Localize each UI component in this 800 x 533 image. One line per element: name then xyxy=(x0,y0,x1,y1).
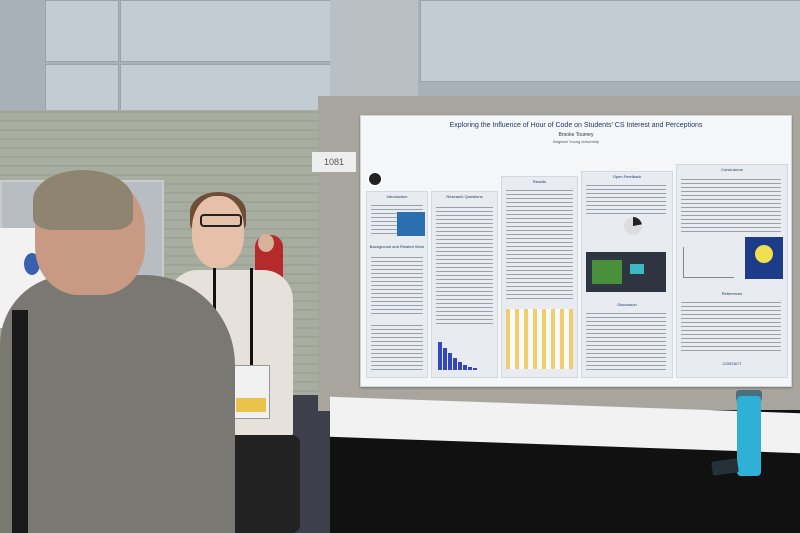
results-table xyxy=(506,309,573,369)
flower-image xyxy=(745,237,783,279)
figure-image xyxy=(397,212,425,236)
poster-affiliation: Brigham Young University xyxy=(553,139,599,144)
body-text xyxy=(371,322,423,370)
body-text xyxy=(436,204,493,324)
presenter-face xyxy=(192,196,244,268)
poster-column-5: Conclusions References CONTACT xyxy=(676,164,788,378)
section-heading: Discussion xyxy=(617,302,637,307)
bar-chart xyxy=(438,340,492,370)
section-heading: Introduction xyxy=(386,194,408,199)
body-text xyxy=(371,254,423,314)
body-text xyxy=(586,184,666,214)
chart-bar xyxy=(473,368,477,370)
chart-bar xyxy=(438,342,442,370)
water-bottle xyxy=(737,396,761,476)
chart-bar xyxy=(463,365,467,370)
background-person-head xyxy=(258,234,274,252)
chart-bar xyxy=(468,367,472,370)
wall-panel xyxy=(120,0,332,62)
section-heading: Open Feedback xyxy=(612,174,642,179)
pie-chart xyxy=(624,217,642,235)
section-heading: Background and Related Work xyxy=(369,244,425,249)
body-text xyxy=(586,312,666,370)
board-number-label: 1081 xyxy=(312,152,356,172)
poster-column-2: Research Questions xyxy=(431,191,498,378)
section-heading: References xyxy=(721,291,743,296)
poster-column-1: Introduction Background and Related Work xyxy=(366,191,428,378)
body-text xyxy=(681,177,781,232)
wall-panel xyxy=(45,0,119,62)
wall-panel xyxy=(420,0,800,82)
research-poster: Exploring the Influence of Hour of Code … xyxy=(360,115,792,387)
badge-ribbon xyxy=(236,398,266,412)
wall-panel xyxy=(45,64,119,116)
body-text xyxy=(506,189,573,299)
poster-title: Exploring the Influence of Hour of Code … xyxy=(449,122,703,129)
section-heading: CONTACT xyxy=(722,361,742,366)
viewer-jacket xyxy=(0,275,235,533)
poster-column-4: Open Feedback Discussion xyxy=(581,171,673,378)
bag-strap xyxy=(12,310,28,533)
poster-column-3: Results xyxy=(501,176,578,378)
wall-panel xyxy=(120,64,332,116)
viewer-hair xyxy=(33,170,133,230)
screenshot-thumbnail xyxy=(630,264,644,274)
chart-bar xyxy=(443,348,447,370)
screenshot-image xyxy=(586,252,666,292)
chart-bar xyxy=(458,362,462,370)
section-heading: Conclusions xyxy=(721,167,743,172)
university-logo xyxy=(367,171,383,187)
section-heading: Results xyxy=(532,179,547,184)
screenshot-thumbnail xyxy=(592,260,622,284)
poster-author: Brooke Tourney xyxy=(558,132,594,138)
chart-bar xyxy=(453,358,457,370)
eyeglasses xyxy=(200,214,242,227)
flower-center xyxy=(755,245,773,263)
section-heading: Research Questions xyxy=(446,194,483,199)
scatter-plot xyxy=(683,247,734,278)
body-text xyxy=(681,301,781,351)
chart-bar xyxy=(448,353,452,370)
